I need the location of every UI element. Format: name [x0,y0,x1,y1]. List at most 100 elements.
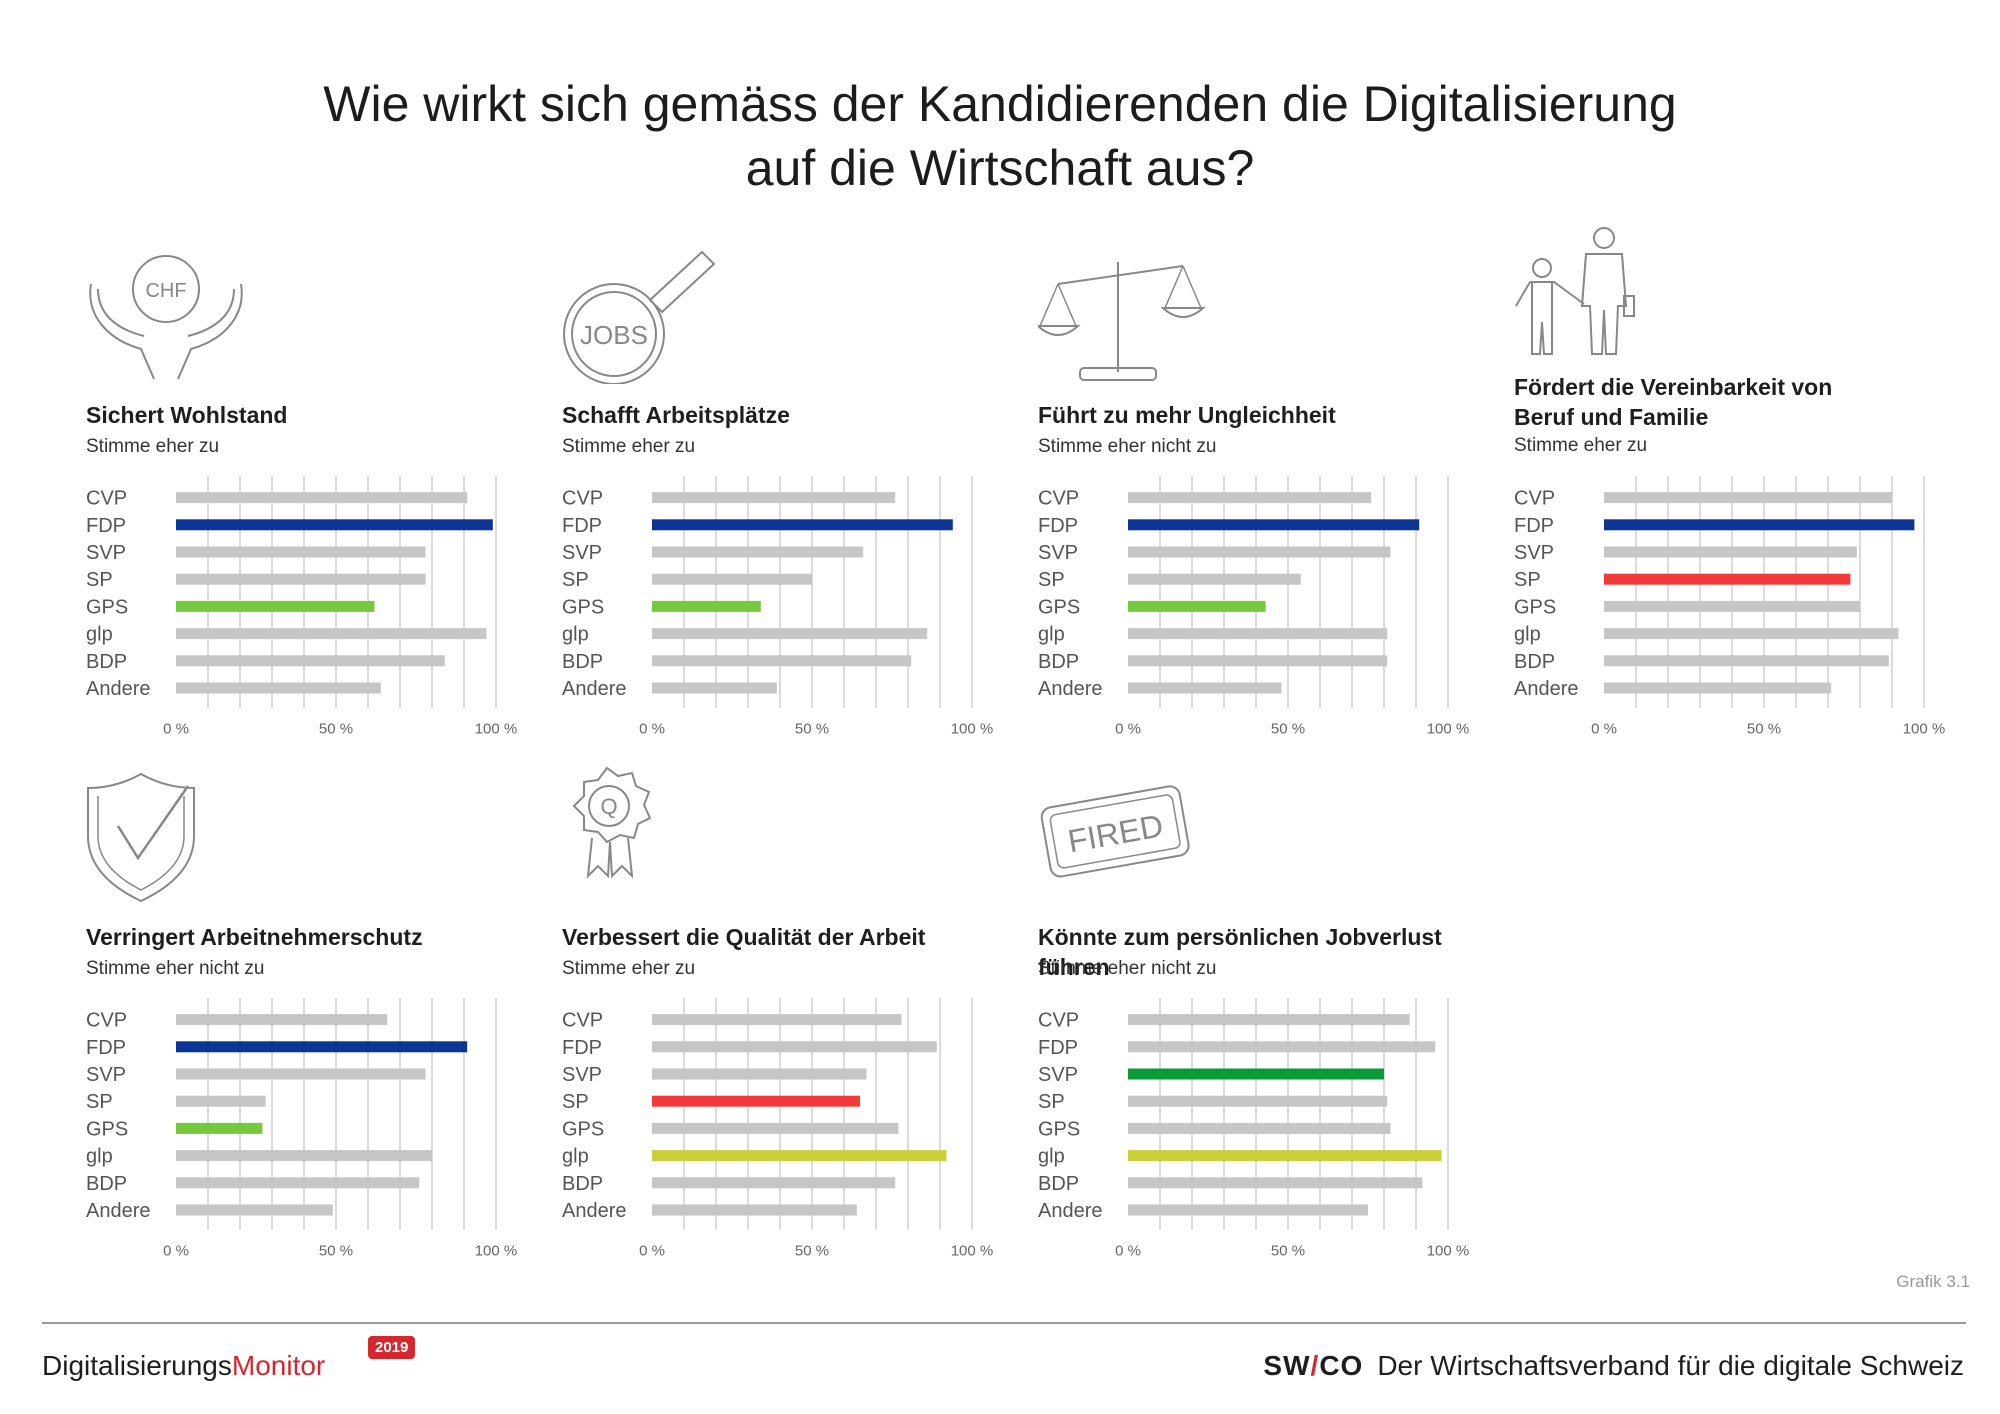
tick-label: 0 % [1591,721,1617,738]
category-label: GPS [1038,1118,1080,1140]
tick-label: 50 % [319,721,353,738]
bar-svp [1128,546,1391,558]
bar-gps [1128,1122,1391,1134]
bar-andere [652,682,777,694]
category-label: SP [1038,569,1065,591]
jobs-magnifier-icon: JOBS [563,250,716,384]
category-label: SVP [1514,542,1554,564]
category-label: BDP [86,651,127,673]
bar-bdp [176,655,445,667]
bar-sp [1128,573,1301,585]
category-label: BDP [1514,651,1555,673]
category-label: glp [86,624,113,646]
quality-rosette-icon: Q [572,766,652,879]
category-label: Andere [1038,1200,1103,1222]
bar-glp [652,628,928,640]
tagline: Der Wirtschaftsverband für die digitale … [1377,1350,1964,1381]
bar-fdp [652,519,953,531]
category-label: FDP [562,515,602,537]
category-label: CVP [86,1010,127,1032]
tick-label: 100 % [475,1243,518,1260]
chart-title: Verringert Arbeitnehmerschutz [86,924,423,950]
jobs-label: JOBS [580,320,648,350]
bar-glp [1604,628,1899,640]
q-label: Q [600,794,617,819]
category-label: Andere [86,1200,151,1222]
footer-divider [42,1322,1966,1324]
panel-wohlstand: CHF Sichert Wohlstand Stimme eher zu CVP… [86,244,526,804]
tick-label: 0 % [639,1243,665,1260]
tick-label: 50 % [795,1243,829,1260]
page-title: Wie wirkt sich gemäss der Kandidierenden… [0,72,2000,200]
fired-label: FIRED [1065,807,1166,859]
category-label: CVP [1038,1010,1079,1032]
tick-label: 50 % [1271,1243,1305,1260]
bar-svp [176,1068,426,1080]
bar-bdp [1128,655,1388,667]
category-label: SVP [562,542,602,564]
tick-label: 50 % [319,1243,353,1260]
bar-sp [176,1095,266,1107]
parent-child-icon [1515,227,1635,355]
chart-title: Führt zu mehr Ungleichheit [1038,402,1336,428]
bar-chart-jobverlust: CVP FDP SVP SP GPS glp BDP Andere 0 % 50 % 100 % [1038,998,1469,1260]
category-label: SVP [86,542,126,564]
category-label: SVP [562,1064,602,1086]
swico-a: SW [1263,1350,1311,1381]
year-badge: 2019 [368,1336,416,1359]
category-label: glp [562,1146,589,1168]
fired-stamp-icon: FIRED [1040,785,1190,878]
category-label: BDP [562,651,603,673]
scales-icon [1038,262,1206,381]
bar-gps [652,600,761,612]
bar-svp [1128,1068,1384,1080]
bar-cvp [652,1014,902,1026]
swico-logo: SW/CO [1263,1350,1363,1381]
swico-slash: / [1310,1350,1320,1381]
category-label: Andere [1514,678,1579,700]
bar-glp [1128,1150,1442,1162]
bar-fdp [176,1041,468,1053]
category-label: SP [86,1091,113,1113]
tick-label: 0 % [1115,1243,1141,1260]
tick-label: 0 % [163,721,189,738]
tick-label: 50 % [1271,721,1305,738]
chart-title: Sichert Wohlstand [86,402,288,428]
chart-subtitle: Stimme eher nicht zu [1038,436,1217,457]
panel-qualitaet: Q Verbessert die Qualität der Arbeit Sti… [562,766,1002,1326]
category-label: FDP [1038,1037,1078,1059]
category-label: glp [562,624,589,646]
bar-gps [652,1122,899,1134]
bar-bdp [176,1177,420,1189]
bar-chart-qualitaet: CVP FDP SVP SP GPS glp BDP Andere 0 % 50 % 100 % [562,998,993,1260]
tick-label: 0 % [639,721,665,738]
tick-label: 0 % [163,1243,189,1260]
bar-cvp [1604,492,1892,504]
chart-subtitle: Stimme eher nicht zu [86,958,265,979]
category-label: SP [562,569,589,591]
bar-fdp [1128,1041,1436,1053]
category-label: GPS [562,1118,604,1140]
bar-cvp [1128,492,1372,504]
hands-chf-icon: CHF [89,255,243,380]
tick-label: 50 % [795,721,829,738]
bar-bdp [1604,655,1889,667]
bar-sp [1128,1095,1388,1107]
bar-andere [1604,682,1832,694]
bar-sp [1604,573,1851,585]
bar-cvp [176,492,468,504]
category-label: Andere [562,678,627,700]
bar-svp [176,546,426,558]
bar-andere [1128,1204,1368,1216]
category-label: Andere [562,1200,627,1222]
chart-subtitle: Stimme eher zu [86,436,220,457]
category-label: GPS [1514,596,1556,618]
bar-gps [176,600,375,612]
chart-subtitle: Stimme eher zu [562,436,696,457]
bar-fdp [652,1041,937,1053]
bar-bdp [652,655,912,667]
panel-arbeitsplaetze: JOBS Schafft Arbeitsplätze Stimme eher z… [562,244,1002,804]
bar-svp [652,1068,867,1080]
bar-fdp [1604,519,1915,531]
bar-svp [1604,546,1857,558]
